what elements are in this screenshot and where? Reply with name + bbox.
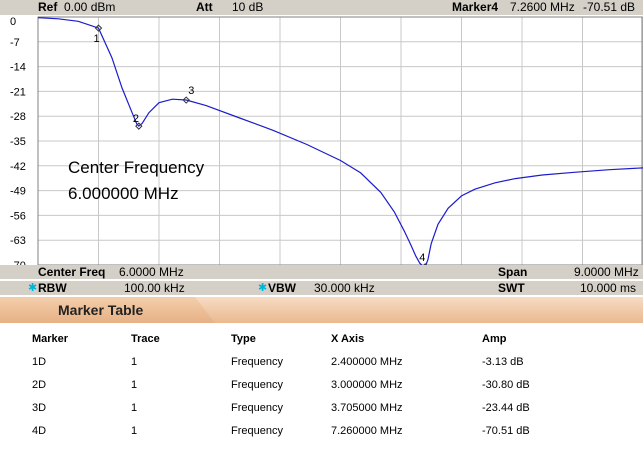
table-cell-marker: 3D bbox=[32, 402, 47, 414]
table-cell-marker: 4D bbox=[32, 425, 47, 437]
table-cell-x-axis: 7.260000 MHz bbox=[331, 425, 403, 437]
center-freq-label: Center Freq bbox=[38, 265, 106, 279]
table-cell-trace: 1 bbox=[131, 356, 138, 368]
rbw-label: RBW bbox=[38, 281, 67, 295]
y-tick-label: -63 bbox=[10, 235, 26, 247]
vbw-auto-icon: ✱ bbox=[258, 282, 268, 294]
swt-label: SWT bbox=[498, 281, 525, 295]
y-tick-label: -21 bbox=[10, 86, 26, 98]
table-cell-x-axis: 3.705000 MHz bbox=[331, 402, 403, 414]
table-cell-type: Frequency bbox=[231, 379, 283, 391]
column-header-marker: Marker bbox=[32, 333, 69, 345]
trace-1-line bbox=[37, 17, 643, 265]
y-tick-label: -56 bbox=[10, 210, 26, 222]
marker-1-point bbox=[94, 24, 103, 32]
y-tick-label: -14 bbox=[10, 62, 26, 74]
ref-value: 0.00 dBm bbox=[64, 0, 116, 14]
bandwidth-info-row: ✱ RBW 100.00 kHz ✱ VBW 30.000 kHz SWT 10… bbox=[0, 281, 643, 295]
column-header-x-axis: X Axis bbox=[331, 333, 365, 345]
column-header-type: Type bbox=[231, 333, 256, 345]
table-cell-amp: -23.44 dB bbox=[482, 402, 530, 414]
y-tick-label: -70 bbox=[10, 260, 26, 265]
y-tick-label: -7 bbox=[10, 37, 20, 49]
center-freq-value: 6.0000 MHz bbox=[119, 265, 184, 279]
marker-table-header: Marker Table bbox=[0, 297, 643, 323]
column-header-amp: Amp bbox=[482, 333, 507, 345]
swt-value: 10.000 ms bbox=[580, 281, 637, 295]
vbw-label: VBW bbox=[268, 281, 296, 295]
vbw-value: 30.000 kHz bbox=[314, 281, 375, 295]
marker-label: Marker4 bbox=[452, 0, 499, 14]
y-tick-label: -28 bbox=[10, 111, 26, 123]
table-cell-amp: -70.51 dB bbox=[482, 425, 530, 437]
y-tick-label: -35 bbox=[10, 136, 26, 148]
header-bar: Ref 0.00 dBm Att 10 dB Marker4 7.2600 MH… bbox=[0, 0, 643, 15]
span-label: Span bbox=[498, 265, 528, 279]
plot-grid bbox=[37, 16, 643, 265]
table-cell-amp: -30.80 dB bbox=[482, 379, 530, 391]
table-cell-trace: 1 bbox=[131, 402, 138, 414]
table-cell-type: Frequency bbox=[231, 356, 283, 368]
center-frequency-value: 6.000000 MHz bbox=[68, 184, 179, 203]
rbw-value: 100.00 kHz bbox=[124, 281, 185, 295]
marker-3-point bbox=[182, 96, 190, 104]
marker-4-label: 4 bbox=[419, 252, 425, 264]
y-tick-labels: 0 -7 -14 -21 -28 -35 -42 -49 -56 -63 -70 bbox=[10, 16, 26, 265]
marker-frequency: 7.2600 MHz bbox=[510, 0, 575, 14]
table-cell-type: Frequency bbox=[231, 402, 283, 414]
y-tick-label: 0 bbox=[10, 16, 16, 28]
marker-table-tab[interactable] bbox=[0, 297, 215, 323]
table-cell-trace: 1 bbox=[131, 379, 138, 391]
rbw-auto-icon: ✱ bbox=[28, 282, 38, 294]
table-cell-trace: 1 bbox=[131, 425, 138, 437]
span-value: 9.0000 MHz bbox=[574, 265, 639, 279]
marker-2-point bbox=[135, 122, 143, 130]
marker-amplitude: -70.51 dB bbox=[583, 0, 636, 14]
table-cell-marker: 1D bbox=[32, 356, 47, 368]
column-header-trace: Trace bbox=[131, 333, 160, 345]
marker-2-label: 2 bbox=[133, 113, 139, 125]
marker-table-title: Marker Table bbox=[58, 302, 144, 318]
marker-3-label: 3 bbox=[188, 85, 194, 97]
att-label: Att bbox=[196, 0, 213, 14]
att-value: 10 dB bbox=[232, 0, 264, 14]
marker-1-label: 1 bbox=[94, 33, 100, 45]
table-cell-marker: 2D bbox=[32, 379, 47, 391]
y-tick-label: -49 bbox=[10, 186, 26, 198]
table-cell-x-axis: 2.400000 MHz bbox=[331, 356, 403, 368]
table-cell-amp: -3.13 dB bbox=[482, 356, 524, 368]
plot-frame bbox=[37, 16, 643, 265]
center-frequency-caption: Center Frequency bbox=[68, 158, 205, 177]
y-tick-label: -42 bbox=[10, 161, 26, 173]
table-cell-type: Frequency bbox=[231, 425, 283, 437]
plot-background bbox=[0, 15, 643, 265]
spectrum-plot: 0 -7 -14 -21 -28 -35 -42 -49 -56 -63 -70 1 2 3 4 Cent… bbox=[0, 15, 643, 265]
ref-label: Ref bbox=[38, 0, 58, 14]
frequency-info-row: Center Freq 6.0000 MHz Span 9.0000 MHz bbox=[0, 265, 643, 279]
table-cell-x-axis: 3.000000 MHz bbox=[331, 379, 403, 391]
marker-table: Marker Trace Type X Axis Amp 1D 1 Freque… bbox=[0, 323, 643, 452]
marker-points: 1 2 3 4 bbox=[94, 24, 428, 265]
